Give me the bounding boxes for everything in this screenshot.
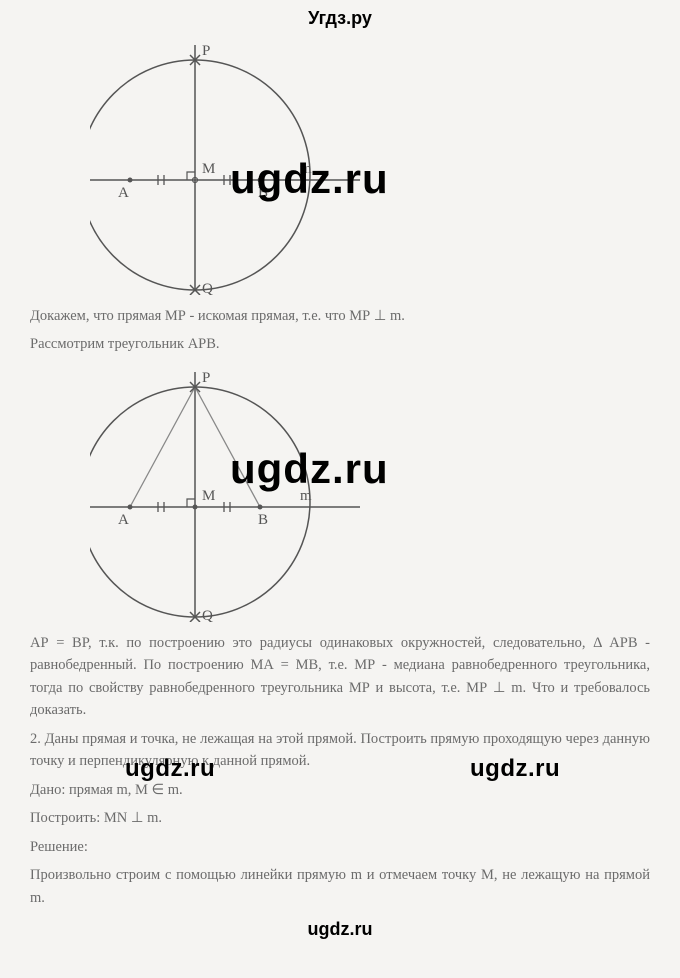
label-A2: A (118, 512, 129, 528)
geometry-diagram-2: P Q A B M m (90, 362, 650, 622)
paragraph-6: Произвольно строим с помощью линейки пря… (30, 864, 650, 909)
label-M2: M (202, 488, 215, 504)
label-P: P (202, 43, 210, 59)
label-m2: m (300, 488, 312, 504)
proof-line-1: Докажем, что прямая МР - искомая прямая,… (30, 305, 650, 327)
label-P2: P (202, 370, 210, 386)
label-Q: Q (202, 281, 213, 295)
label-m: m (300, 161, 312, 177)
label-B: B (258, 185, 268, 201)
paragraph-5: Решение: (30, 836, 650, 858)
page-header: Угдз.ру (30, 8, 650, 29)
label-M: M (202, 161, 215, 177)
document-page: Угдз.ру (0, 0, 680, 960)
geometry-diagram-1: P Q A B M m (90, 35, 650, 295)
label-Q2: Q (202, 608, 213, 622)
paragraph-2: 2. Даны прямая и точка, не лежащая на эт… (30, 728, 650, 773)
paragraph-1: АР = ВР, т.к. по построению это радиусы … (30, 632, 650, 722)
label-B2: B (258, 512, 268, 528)
paragraph-3: Дано: прямая m, М ∈ m. (30, 779, 650, 801)
page-footer: ugdz.ru (30, 919, 650, 940)
label-A: A (118, 185, 129, 201)
proof-line-2: Рассмотрим треугольник АРВ. (30, 333, 650, 355)
paragraph-4: Построить: MN ⊥ m. (30, 807, 650, 829)
